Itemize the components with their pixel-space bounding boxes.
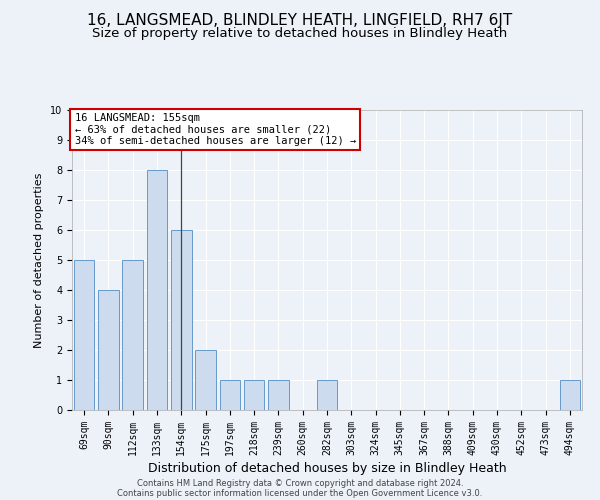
Bar [560,380,580,410]
Text: Contains HM Land Registry data © Crown copyright and database right 2024.: Contains HM Land Registry data © Crown c… [137,478,463,488]
Bar [98,290,119,410]
Text: Contains public sector information licensed under the Open Government Licence v3: Contains public sector information licen… [118,488,482,498]
Bar [220,380,240,410]
Bar [195,350,216,410]
Y-axis label: Number of detached properties: Number of detached properties [34,172,44,348]
Bar [146,170,167,410]
Text: 16, LANGSMEAD, BLINDLEY HEATH, LINGFIELD, RH7 6JT: 16, LANGSMEAD, BLINDLEY HEATH, LINGFIELD… [88,12,512,28]
Bar [122,260,143,410]
Bar [244,380,265,410]
X-axis label: Distribution of detached houses by size in Blindley Heath: Distribution of detached houses by size … [148,462,506,475]
Text: 16 LANGSMEAD: 155sqm
← 63% of detached houses are smaller (22)
34% of semi-detac: 16 LANGSMEAD: 155sqm ← 63% of detached h… [74,113,356,146]
Bar [317,380,337,410]
Text: Size of property relative to detached houses in Blindley Heath: Size of property relative to detached ho… [92,28,508,40]
Bar [74,260,94,410]
Bar [268,380,289,410]
Bar [171,230,191,410]
